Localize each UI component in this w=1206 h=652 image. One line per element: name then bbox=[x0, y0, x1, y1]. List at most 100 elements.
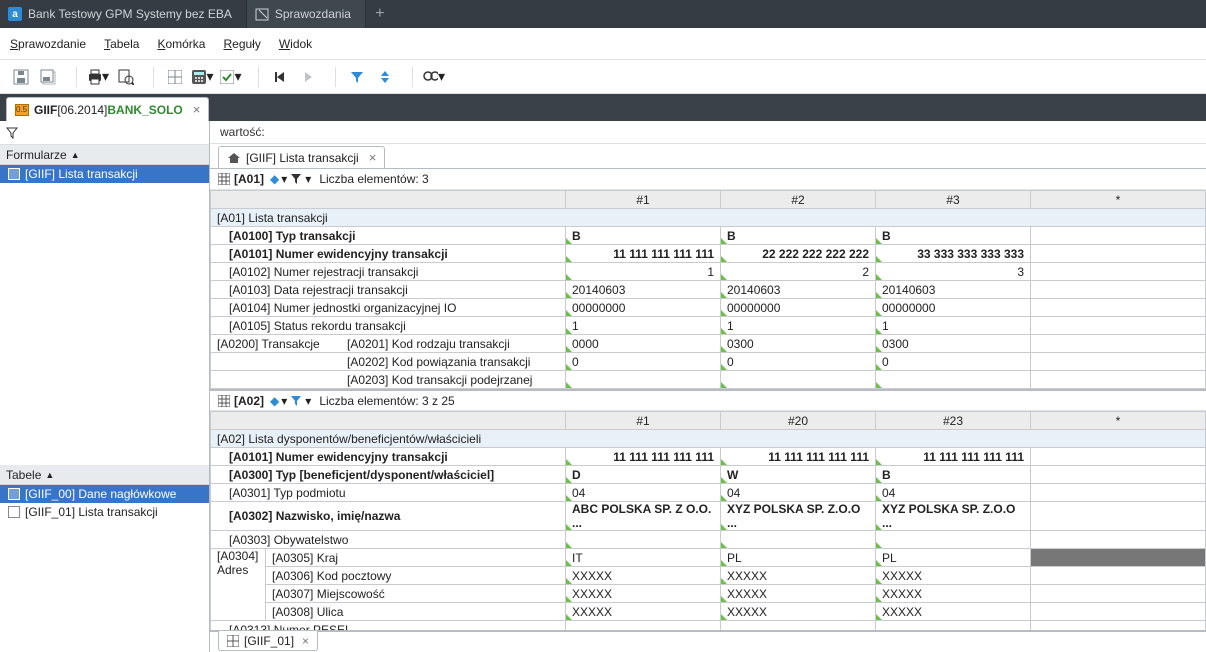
cell[interactable]: 11 111 111 111 111 bbox=[566, 448, 721, 466]
cell[interactable]: XYZ POLSKA SP. Z.O.O ... bbox=[721, 502, 876, 531]
col-header[interactable]: #20 bbox=[721, 412, 876, 430]
cell[interactable]: XYZ POLSKA SP. Z.O.O ... bbox=[876, 502, 1031, 531]
close-icon[interactable]: × bbox=[369, 150, 377, 165]
sort-icon[interactable]: ◆ bbox=[270, 394, 279, 408]
subtab-lista-transakcji[interactable]: [GIIF] Lista transakcji × bbox=[218, 146, 385, 168]
cell[interactable]: ABC POLSKA SP. Z O.O. ... bbox=[566, 502, 721, 531]
cell[interactable]: XXXXX bbox=[566, 603, 721, 621]
panel-header-formularze[interactable]: Formularze ▲ bbox=[0, 145, 209, 165]
cell[interactable] bbox=[876, 531, 1031, 549]
cell[interactable] bbox=[1031, 245, 1206, 263]
menu-widok[interactable]: Widok bbox=[279, 37, 312, 51]
cell[interactable]: PL bbox=[876, 549, 1031, 567]
cell[interactable]: 1 bbox=[876, 317, 1031, 335]
cell[interactable]: XXXXX bbox=[566, 567, 721, 585]
cell[interactable] bbox=[1031, 466, 1206, 484]
cell[interactable]: 0000 bbox=[566, 335, 721, 353]
tree-item-table-giif01[interactable]: [GIIF_01] Lista transakcji bbox=[0, 503, 209, 521]
cell[interactable]: 04 bbox=[566, 484, 721, 502]
cell[interactable] bbox=[1031, 263, 1206, 281]
nav-first-icon[interactable] bbox=[269, 66, 291, 88]
menu-komorka[interactable]: Komórka bbox=[157, 37, 205, 51]
add-tab-button[interactable]: + bbox=[366, 0, 394, 28]
cell[interactable] bbox=[1031, 585, 1206, 603]
cell[interactable]: XXXXX bbox=[876, 603, 1031, 621]
cell[interactable] bbox=[1031, 621, 1206, 631]
cell[interactable]: D bbox=[566, 466, 721, 484]
cell[interactable]: B bbox=[876, 466, 1031, 484]
find-icon[interactable]: ▾ bbox=[423, 66, 445, 88]
cell[interactable]: XXXXX bbox=[721, 567, 876, 585]
menu-tabela[interactable]: Tabela bbox=[104, 37, 139, 51]
cell[interactable]: B bbox=[721, 227, 876, 245]
cell[interactable]: 0 bbox=[721, 353, 876, 371]
title-tab-bank[interactable]: a Bank Testowy GPM Systemy bez EBA bbox=[0, 0, 247, 28]
col-header[interactable]: #1 bbox=[566, 191, 721, 209]
grid-icon[interactable] bbox=[164, 66, 186, 88]
cell[interactable]: XXXXX bbox=[566, 585, 721, 603]
cell[interactable] bbox=[721, 621, 876, 631]
cell[interactable] bbox=[1031, 317, 1206, 335]
cell[interactable]: PL bbox=[721, 549, 876, 567]
cell[interactable]: XXXXX bbox=[876, 585, 1031, 603]
cell[interactable]: 1 bbox=[566, 263, 721, 281]
col-header[interactable]: * bbox=[1031, 191, 1206, 209]
save-all-icon[interactable] bbox=[38, 66, 60, 88]
cell[interactable]: 1 bbox=[721, 317, 876, 335]
cell[interactable]: 11 111 111 111 111 bbox=[566, 245, 721, 263]
cell[interactable]: 33 333 333 333 333 bbox=[876, 245, 1031, 263]
calc-icon[interactable]: ▾ bbox=[192, 66, 214, 88]
close-icon[interactable]: × bbox=[193, 102, 201, 117]
check-icon[interactable]: ▾ bbox=[220, 66, 242, 88]
cell[interactable]: 04 bbox=[721, 484, 876, 502]
chevron-down-icon[interactable]: ▾ bbox=[305, 394, 311, 408]
tree-item-form-giif[interactable]: [GIIF] Lista transakcji bbox=[0, 165, 209, 183]
cell[interactable]: B bbox=[566, 227, 721, 245]
cell[interactable]: 20140603 bbox=[876, 281, 1031, 299]
cell[interactable] bbox=[721, 371, 876, 389]
document-tab-giif[interactable]: 0.5 GIIF [06.2014] BANK_SOLO × bbox=[6, 97, 209, 121]
sort-icon[interactable]: ◆ bbox=[270, 172, 279, 186]
filter-icon[interactable] bbox=[6, 127, 18, 139]
filter-icon[interactable] bbox=[346, 66, 368, 88]
tree-item-table-giif00[interactable]: [GIIF_00] Dane nagłówkowe bbox=[0, 485, 209, 503]
cell[interactable]: 0 bbox=[566, 353, 721, 371]
cell[interactable] bbox=[1031, 567, 1206, 585]
cell[interactable] bbox=[1031, 353, 1206, 371]
cell[interactable] bbox=[566, 371, 721, 389]
cell[interactable]: 20140603 bbox=[566, 281, 721, 299]
cell[interactable]: 00000000 bbox=[876, 299, 1031, 317]
chevron-down-icon[interactable]: ▾ bbox=[281, 394, 287, 408]
save-icon[interactable] bbox=[10, 66, 32, 88]
cell[interactable]: 00000000 bbox=[721, 299, 876, 317]
cell[interactable]: 22 222 222 222 222 bbox=[721, 245, 876, 263]
cell[interactable]: XXXXX bbox=[721, 585, 876, 603]
close-icon[interactable]: × bbox=[302, 634, 309, 648]
title-tab-sprawozdania[interactable]: Sprawozdania bbox=[247, 0, 366, 28]
cell[interactable] bbox=[1031, 549, 1206, 567]
sort-icon[interactable] bbox=[374, 66, 396, 88]
bottom-tab-giif01[interactable]: [GIIF_01] × bbox=[218, 631, 318, 651]
cell[interactable] bbox=[1031, 299, 1206, 317]
cell[interactable]: XXXXX bbox=[876, 567, 1031, 585]
cell[interactable] bbox=[566, 621, 721, 631]
chevron-down-icon[interactable]: ▾ bbox=[305, 172, 311, 186]
cell[interactable] bbox=[1031, 227, 1206, 245]
menu-sprawozdanie[interactable]: Sprawozdanie bbox=[10, 37, 86, 51]
cell[interactable] bbox=[876, 621, 1031, 631]
cell[interactable]: B bbox=[876, 227, 1031, 245]
cell[interactable]: 04 bbox=[876, 484, 1031, 502]
cell[interactable]: 0300 bbox=[721, 335, 876, 353]
cell[interactable]: 3 bbox=[876, 263, 1031, 281]
cell[interactable]: 1 bbox=[566, 317, 721, 335]
filter-icon[interactable] bbox=[291, 174, 301, 184]
col-header[interactable]: #1 bbox=[566, 412, 721, 430]
cell[interactable] bbox=[1031, 281, 1206, 299]
cell[interactable]: 0300 bbox=[876, 335, 1031, 353]
col-header[interactable]: #2 bbox=[721, 191, 876, 209]
cell[interactable]: 0 bbox=[876, 353, 1031, 371]
preview-icon[interactable] bbox=[115, 66, 137, 88]
cell[interactable]: XXXXX bbox=[721, 603, 876, 621]
cell[interactable] bbox=[721, 531, 876, 549]
col-header[interactable]: * bbox=[1031, 412, 1206, 430]
